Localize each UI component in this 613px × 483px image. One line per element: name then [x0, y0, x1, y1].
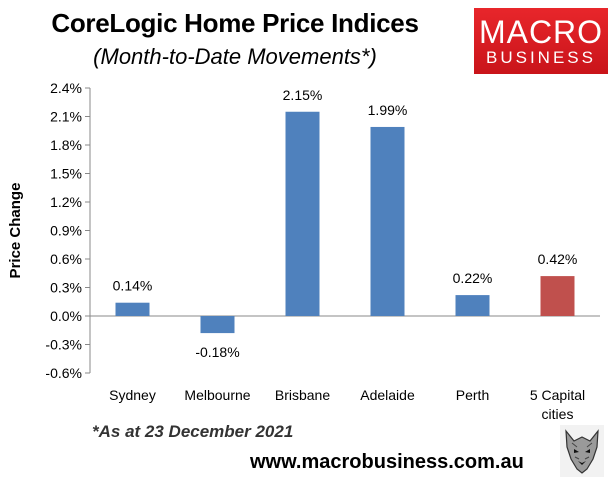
data-label: 0.14%: [113, 278, 153, 294]
x-tick-label: Melbourne: [184, 387, 250, 403]
logo-line-2: BUSINESS: [486, 48, 596, 67]
data-label: 0.22%: [453, 270, 493, 286]
macrobusiness-logo: MACRO BUSINESS: [474, 8, 608, 74]
bar: [200, 316, 235, 334]
data-label: 2.15%: [283, 87, 323, 103]
y-tick-label: 0.9%: [50, 223, 82, 239]
y-tick-label: 1.8%: [50, 137, 82, 153]
y-tick-label: -0.6%: [45, 365, 82, 381]
bar: [285, 111, 320, 316]
x-tick-label: Adelaide: [360, 387, 415, 403]
y-tick-label: 0.6%: [50, 251, 82, 267]
x-tick-label: Sydney: [109, 387, 156, 403]
y-tick-label: 1.2%: [50, 194, 82, 210]
y-tick-label: 0.3%: [50, 280, 82, 296]
chart-subtitle: (Month-to-Date Movements*): [93, 44, 377, 69]
bar: [540, 276, 575, 316]
y-tick-label: -0.3%: [45, 337, 82, 353]
x-tick-label: Brisbane: [275, 387, 330, 403]
website-url[interactable]: www.macrobusiness.com.au: [250, 451, 524, 473]
y-axis-title: Price Change: [7, 183, 24, 279]
y-axis-title-group: Price Change: [7, 183, 24, 279]
data-label: 0.42%: [538, 251, 578, 267]
data-label: 1.99%: [368, 102, 408, 118]
chart-title: CoreLogic Home Price Indices: [51, 8, 419, 38]
chart-bars: [115, 111, 575, 334]
y-tick-label: 0.0%: [50, 308, 82, 324]
x-tick-label: 5 Capital: [530, 387, 585, 403]
x-tick-label: cities: [542, 406, 574, 420]
chart-labels: 2.4% 2.1% 1.8% 1.5% 1.2% 0.9% 0.6% 0.3% 0.0% -0.3…: [45, 80, 585, 420]
y-tick-label: 2.4%: [50, 80, 82, 96]
wolf-icon: [560, 425, 604, 477]
bar: [455, 295, 490, 316]
bar-chart: Price Change 2.4% 2.1% 1.8% 1.5% 1.2% 0.9% 0.6…: [7, 80, 600, 420]
logo-line-1: MACRO: [478, 14, 604, 50]
chart-axes: [85, 87, 600, 374]
bar: [370, 126, 405, 316]
y-tick-label: 1.5%: [50, 166, 82, 182]
data-label: -0.18%: [195, 344, 239, 360]
y-tick-label: 2.1%: [50, 109, 82, 125]
footnote: *As at 23 December 2021: [92, 422, 294, 441]
bar: [115, 302, 150, 316]
x-tick-label: Perth: [456, 387, 489, 403]
